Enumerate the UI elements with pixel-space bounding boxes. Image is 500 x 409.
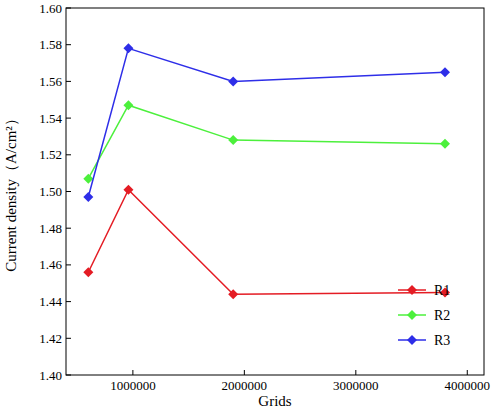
series-marker bbox=[123, 185, 133, 195]
y-tick-label: 1.46 bbox=[39, 257, 62, 272]
y-tick bbox=[66, 338, 71, 339]
y-tick bbox=[66, 81, 71, 82]
y-tick bbox=[66, 44, 71, 45]
legend: R1 R2 R3 bbox=[398, 283, 450, 348]
x-tick-label: 3000000 bbox=[333, 378, 379, 393]
y-tick bbox=[66, 154, 71, 155]
x-tick bbox=[132, 370, 133, 375]
series-line bbox=[88, 105, 445, 178]
y-axis-label: Current density（A/cm²） bbox=[3, 111, 19, 272]
y-tick bbox=[66, 301, 71, 302]
series-marker bbox=[83, 192, 93, 202]
series-marker bbox=[228, 289, 238, 299]
y-tick-label: 1.42 bbox=[39, 331, 62, 346]
y-tick-label: 1.58 bbox=[39, 37, 62, 52]
series-marker bbox=[440, 139, 450, 149]
legend-label: R2 bbox=[434, 308, 450, 323]
plot-frame bbox=[66, 8, 484, 375]
y-tick-label: 1.60 bbox=[39, 1, 62, 16]
series-line bbox=[88, 190, 445, 295]
y-tick-label: 1.52 bbox=[39, 147, 62, 162]
series-marker bbox=[83, 267, 93, 277]
series-line bbox=[88, 48, 445, 197]
y-tick-label: 1.56 bbox=[39, 74, 62, 89]
y-tick bbox=[66, 191, 71, 192]
x-tick-label: 4000000 bbox=[445, 378, 491, 393]
legend-label: R3 bbox=[434, 333, 450, 348]
chart: 1.40 1.42 1.44 1.46 1.48 1.50 1.52 1.54 1.56 1.58… bbox=[0, 0, 500, 409]
y-tick-label: 1.48 bbox=[39, 221, 62, 236]
legend-label: R1 bbox=[434, 283, 450, 298]
x-tick-label: 2000000 bbox=[222, 378, 268, 393]
y-tick bbox=[66, 375, 71, 376]
legend-marker bbox=[407, 335, 417, 345]
x-tick bbox=[355, 370, 356, 375]
legend-marker bbox=[407, 285, 417, 295]
series-marker bbox=[228, 135, 238, 145]
y-tick-label: 1.44 bbox=[39, 294, 62, 309]
legend-marker bbox=[407, 310, 417, 320]
series-marker bbox=[440, 67, 450, 77]
y-tick-label: 1.50 bbox=[39, 184, 62, 199]
x-tick bbox=[244, 370, 245, 375]
y-tick bbox=[66, 118, 71, 119]
series-marker bbox=[228, 76, 238, 86]
plot-area bbox=[83, 43, 450, 299]
series-marker bbox=[123, 100, 133, 110]
y-tick bbox=[66, 264, 71, 265]
x-tick-label: 1000000 bbox=[110, 378, 156, 393]
x-axis-label: Grids bbox=[258, 393, 291, 409]
y-tick bbox=[66, 8, 71, 9]
series-marker bbox=[123, 43, 133, 53]
y-tick-label: 1.40 bbox=[39, 368, 62, 383]
y-tick bbox=[66, 228, 71, 229]
y-tick-label: 1.54 bbox=[39, 111, 62, 126]
x-tick bbox=[467, 370, 468, 375]
